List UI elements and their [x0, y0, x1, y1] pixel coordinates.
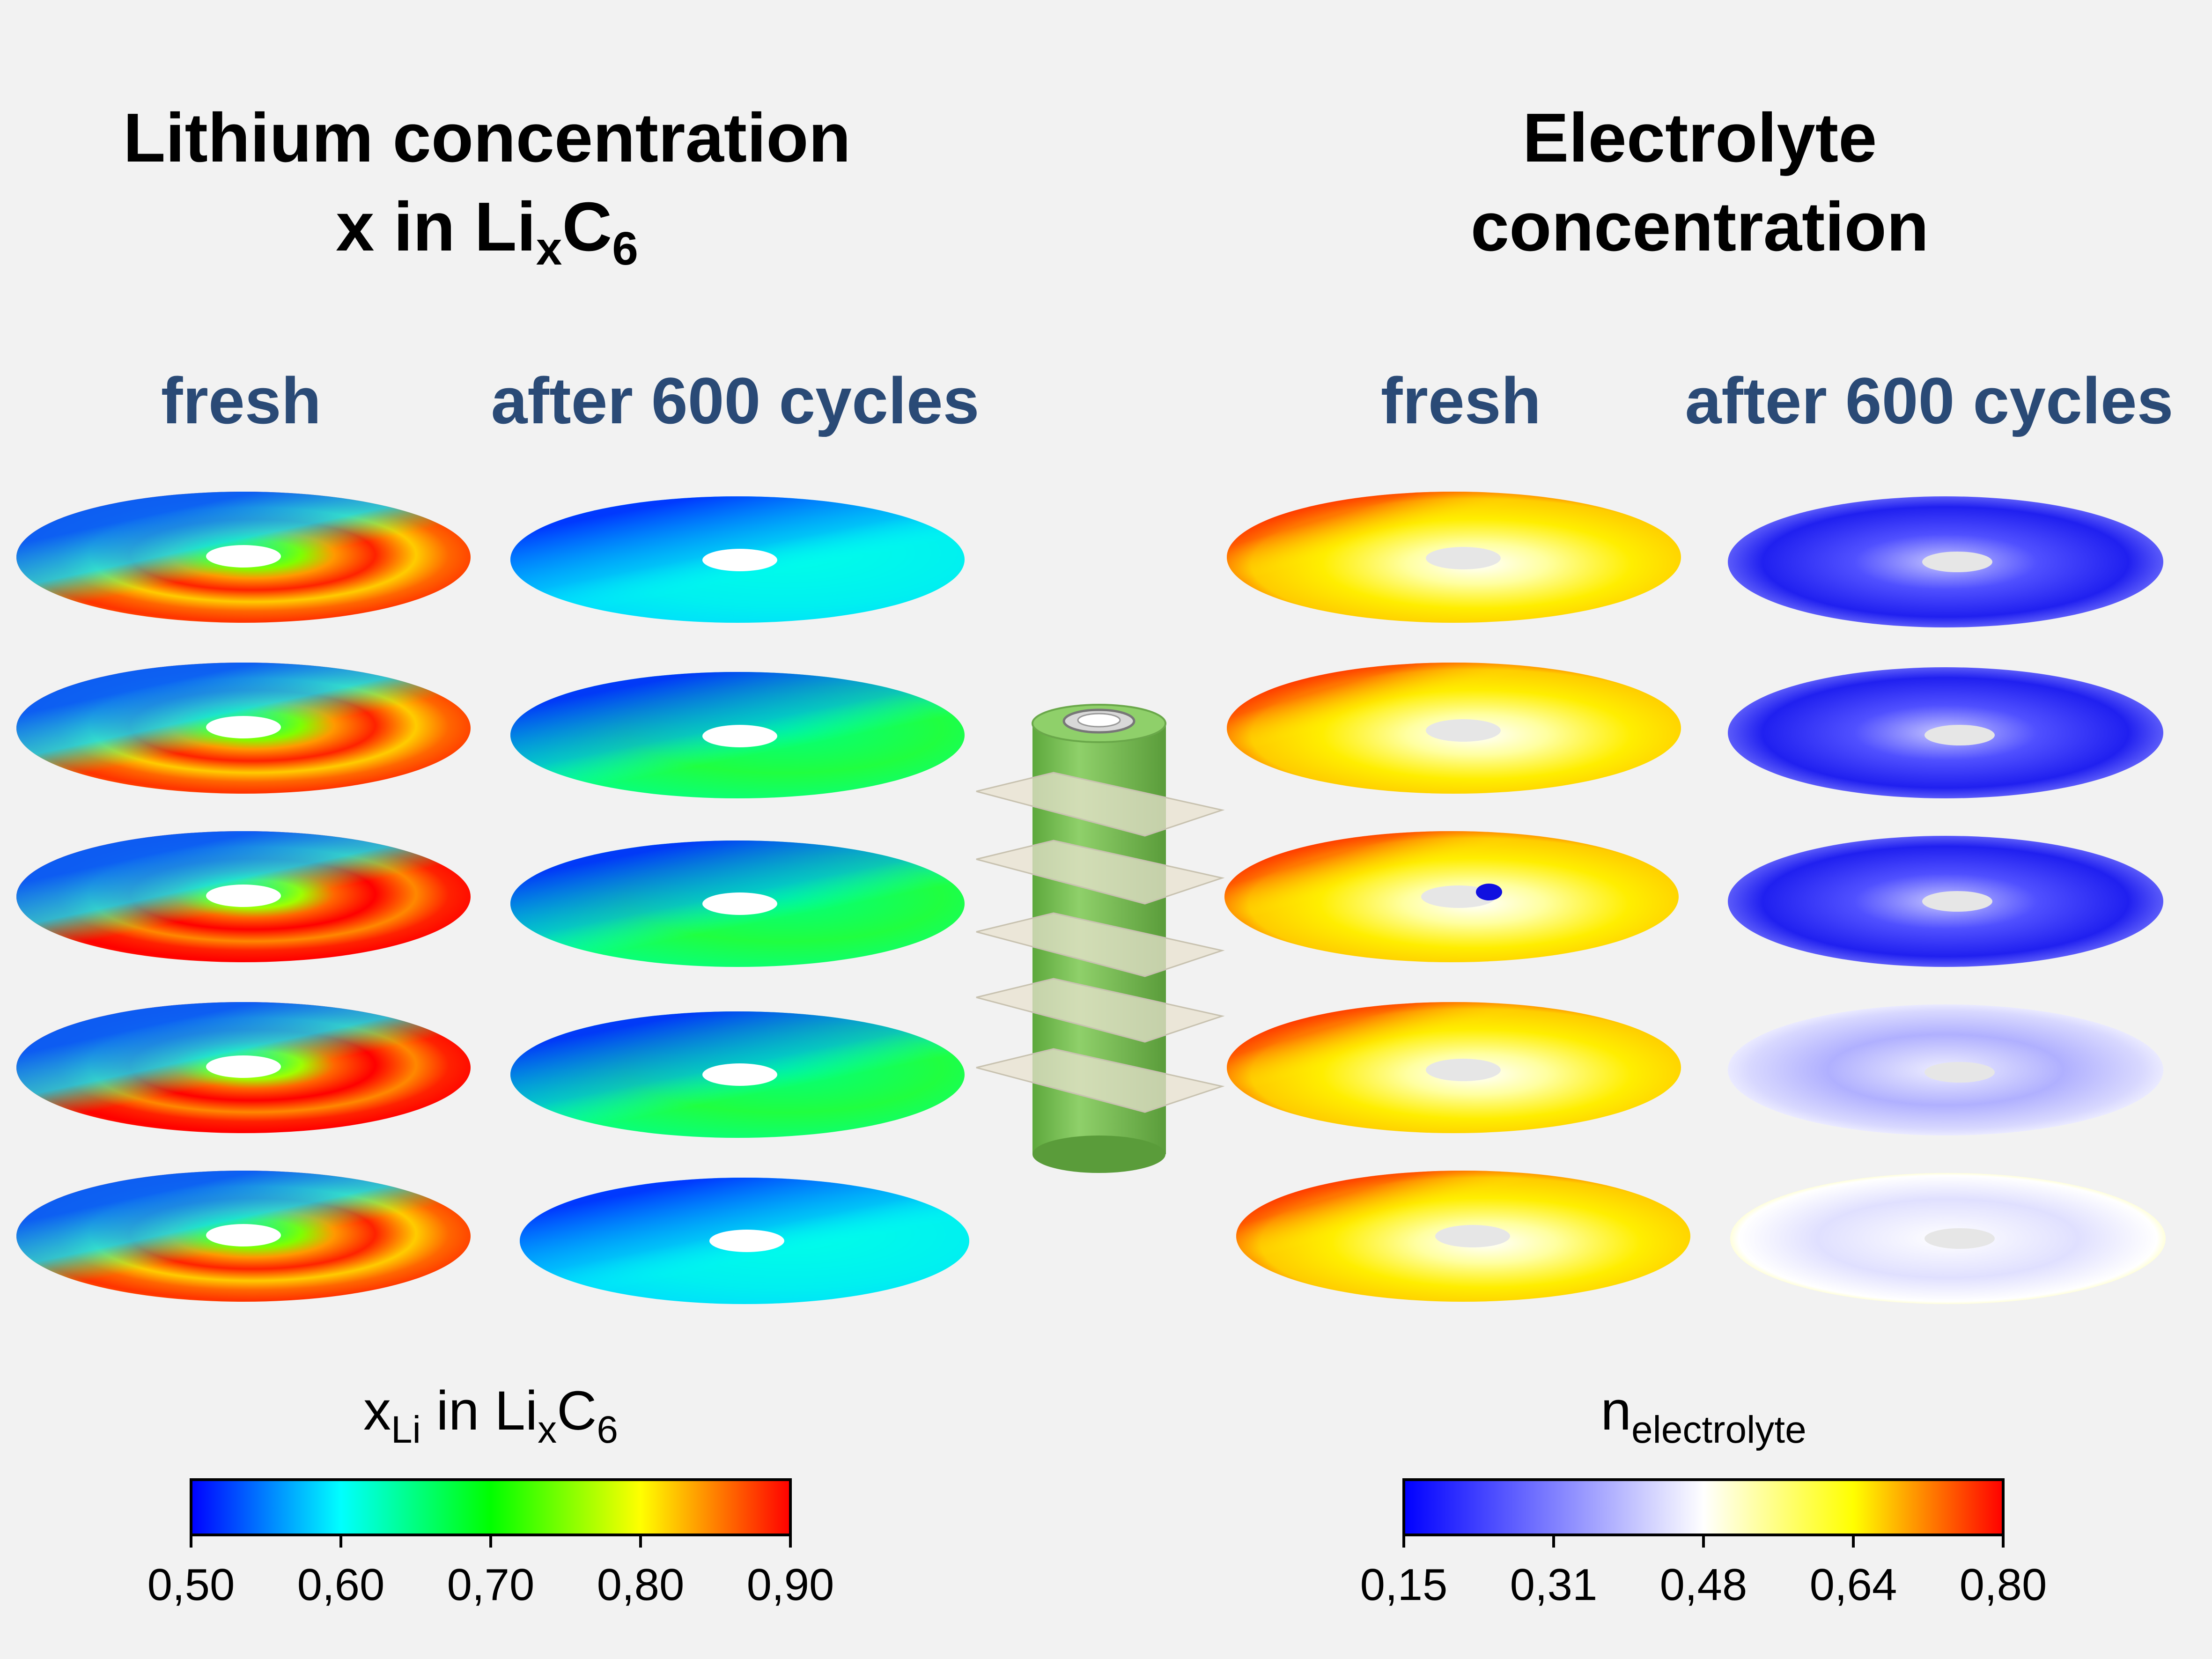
slice-electrolyte-fresh-1: [1227, 492, 1681, 623]
slice-lithium-fresh-1: [16, 492, 471, 623]
electrolyte-tick-label: 0,80: [1959, 1560, 2047, 1610]
lithium-colorbar: [190, 1478, 792, 1548]
column-label-electrolyte-fresh: fresh: [1380, 364, 1541, 437]
lithium-tick-label: 0,60: [297, 1560, 385, 1610]
electrolyte-title-line2: concentration: [1470, 188, 1929, 265]
slice-lithium-fresh-2: [16, 663, 471, 794]
slice-lithium-aged-1: [510, 496, 965, 623]
slice-lithium-aged-3: [510, 841, 965, 967]
slice-lithium-aged-5: [520, 1178, 969, 1304]
slice-electrolyte-fresh-2: [1227, 663, 1681, 794]
electrolyte-colorbar-title: nelectrolyte: [1600, 1380, 1806, 1451]
electrolyte-colorbar: [1402, 1478, 2005, 1548]
section-planes: [976, 772, 1225, 1113]
lithium-title-line1: Lithium concentration: [123, 99, 851, 177]
battery-cell: [976, 704, 1225, 1173]
slice-lithium-aged-4: [510, 1011, 965, 1138]
slice-electrolyte-aged-4: [1728, 1004, 2163, 1135]
slice-electrolyte-fresh-3: [1224, 831, 1679, 962]
slice-lithium-aged-2: [510, 672, 965, 798]
electrolyte-title: Electrolyte concentration: [1264, 94, 2135, 272]
electrolyte-tick-label: 0,31: [1510, 1560, 1598, 1610]
lithium-title: Lithium concentration x in LixC6: [28, 94, 946, 293]
slice-electrolyte-fresh-4: [1227, 1002, 1681, 1133]
lithium-aged-slices: [510, 496, 969, 1304]
slice-electrolyte-aged-1: [1728, 496, 2163, 627]
electrolyte-tick-label: 0,15: [1360, 1560, 1448, 1610]
lithium-tick-label: 0,70: [447, 1560, 535, 1610]
lithium-fresh-slices: [16, 492, 471, 1302]
slice-electrolyte-fresh-5: [1236, 1171, 1690, 1302]
electrolyte-fresh-slices: [1224, 492, 1690, 1302]
slice-lithium-fresh-3: [16, 831, 471, 962]
slice-lithium-fresh-5: [16, 1171, 471, 1302]
lithium-colorbar-title: xLi in LixC6: [363, 1380, 618, 1451]
lithium-tick-label: 0,80: [597, 1560, 685, 1610]
slice-electrolyte-aged-3: [1728, 836, 2163, 967]
column-label-lithium-fresh: fresh: [161, 364, 322, 437]
electrolyte-tick-label: 0,64: [1809, 1560, 1897, 1610]
electrolyte-title-line1: Electrolyte: [1522, 99, 1877, 177]
electrolyte-tick-label: 0,48: [1659, 1560, 1747, 1610]
electrolyte-aged-slices: [1728, 496, 2166, 1304]
column-label-electrolyte-aged: after 600 cycles: [1685, 364, 2174, 437]
lithium-title-line2: x in LixC6: [336, 188, 638, 275]
slice-electrolyte-aged-5: [1730, 1173, 2166, 1304]
lithium-tick-label: 0,50: [147, 1560, 235, 1610]
slice-lithium-fresh-4: [16, 1002, 471, 1133]
slice-electrolyte-aged-2: [1728, 667, 2163, 798]
lithium-tick-label: 0,90: [746, 1560, 834, 1610]
column-label-lithium-aged: after 600 cycles: [491, 364, 980, 437]
